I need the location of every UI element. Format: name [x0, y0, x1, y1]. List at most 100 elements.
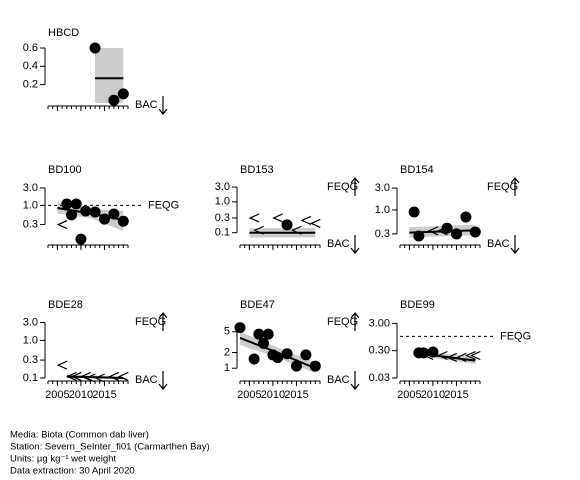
- point: [281, 219, 293, 231]
- point: [248, 353, 260, 365]
- y-tick-label: 1: [224, 362, 230, 374]
- censored-point: [290, 225, 302, 235]
- panel-title: BDE99: [400, 299, 435, 311]
- panel-title: BD154: [400, 164, 434, 176]
- point: [413, 230, 425, 242]
- offscale-arrow: [350, 312, 360, 331]
- offscale-label: FEQG: [487, 181, 518, 193]
- censored-point: [56, 360, 68, 370]
- point: [117, 88, 129, 100]
- point: [70, 198, 82, 210]
- point: [66, 209, 78, 221]
- y-tick-label: 0.1: [23, 372, 38, 384]
- footer-line: Units: µg kg⁻¹ wet weight: [10, 454, 116, 465]
- censored-point: [427, 226, 439, 236]
- offscale-arrow: [350, 235, 360, 254]
- offscale-label: BAC: [327, 238, 350, 250]
- point: [234, 322, 246, 334]
- y-tick-label: 1.0: [23, 199, 38, 211]
- y-tick-label: 1.0: [215, 196, 230, 208]
- point: [469, 226, 481, 238]
- point: [253, 328, 265, 340]
- point: [98, 213, 110, 225]
- point: [61, 198, 73, 210]
- y-tick-label: 1.0: [23, 334, 38, 346]
- point: [427, 346, 439, 358]
- point: [108, 208, 120, 220]
- point: [80, 205, 92, 217]
- panel-title: BDE47: [240, 299, 275, 311]
- y-tick-label: 3.0: [215, 181, 230, 193]
- offscale-label: BAC: [487, 238, 510, 250]
- y-tick-label: 0.1: [215, 227, 230, 239]
- y-tick-label: 3.0: [375, 182, 390, 194]
- threshold-label: FEQG: [148, 199, 179, 211]
- offscale-label: BAC: [135, 374, 158, 386]
- offscale-arrow: [158, 371, 168, 390]
- censored-point: [70, 371, 82, 381]
- point: [272, 352, 284, 364]
- x-tick-label: 2015: [284, 389, 308, 401]
- point: [309, 360, 321, 372]
- censored-point: [469, 350, 481, 361]
- point: [89, 206, 101, 218]
- point: [262, 328, 274, 340]
- offscale-arrow: [510, 235, 520, 254]
- x-tick-label: 2010: [261, 389, 285, 401]
- y-tick-label: 2: [224, 346, 230, 358]
- censored-point: [300, 215, 312, 225]
- x-tick-label: 2010: [421, 389, 445, 401]
- panel-title: BD100: [48, 164, 82, 176]
- panel-title: BDE28: [48, 299, 83, 311]
- y-tick-label: 0.3: [215, 212, 230, 224]
- y-tick-label: 0.6: [23, 42, 38, 54]
- censored-point: [56, 219, 68, 230]
- point: [441, 222, 453, 234]
- y-tick-label: 0.03: [369, 372, 390, 384]
- point: [117, 215, 129, 227]
- offscale-label: BAC: [135, 99, 158, 111]
- panel-title: HBCD: [48, 27, 79, 39]
- footer-line: Station: Severn_SeInter_fi01 (Carmarthen…: [10, 442, 210, 453]
- x-tick-label: 2010: [69, 389, 93, 401]
- x-tick-label: 2005: [237, 389, 261, 401]
- censored-point: [272, 213, 283, 223]
- confidence-band: [95, 48, 124, 103]
- y-tick-label: 0.2: [23, 79, 38, 91]
- point: [75, 233, 87, 245]
- censored-point: [309, 218, 321, 228]
- y-tick-label: 1.0: [375, 204, 390, 216]
- footer-line: Data extraction: 30 April 2020: [10, 466, 135, 477]
- censored-point: [465, 350, 476, 361]
- x-tick-label: 2015: [92, 389, 116, 401]
- offscale-arrow: [350, 371, 360, 390]
- offscale-arrow: [158, 96, 168, 115]
- censored-point: [446, 352, 458, 362]
- y-tick-label: 3.0: [23, 316, 38, 328]
- x-tick-label: 2005: [397, 389, 421, 401]
- offscale-label: FEQG: [327, 316, 358, 328]
- footer-line: Media: Biota (Common dab liver): [10, 430, 149, 441]
- panel-title: BD153: [240, 164, 274, 176]
- point: [300, 349, 312, 361]
- censored-point: [117, 371, 129, 381]
- censored-point: [66, 371, 77, 381]
- censored-point: [94, 373, 106, 383]
- point: [418, 347, 430, 359]
- point: [408, 206, 420, 218]
- y-tick-label: 0.4: [23, 60, 38, 72]
- censored-point: [436, 350, 448, 361]
- y-tick-label: 0.30: [369, 345, 390, 357]
- y-tick-label: 0.3: [23, 354, 38, 366]
- point: [460, 211, 472, 223]
- point: [290, 360, 302, 372]
- censored-point: [84, 373, 96, 383]
- offscale-arrow: [350, 177, 360, 196]
- threshold-label: FEQG: [500, 330, 531, 342]
- y-tick-label: 3.0: [23, 182, 38, 194]
- point: [450, 228, 462, 240]
- point: [108, 94, 120, 106]
- offscale-label: FEQG: [327, 181, 358, 193]
- x-tick-label: 2005: [45, 389, 69, 401]
